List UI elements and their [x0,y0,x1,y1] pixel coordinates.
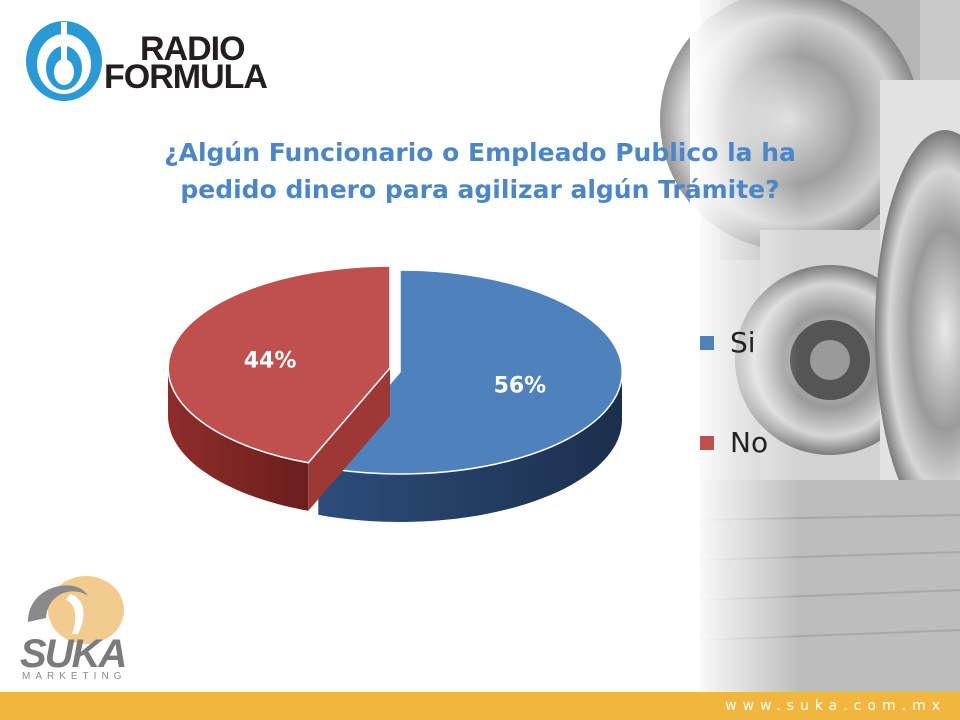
footer-bar: www.suka.com.mx [0,692,960,720]
data-label-no: 44% [244,349,297,374]
legend-swatch-si [700,335,714,350]
pie-slice-no [167,265,391,511]
logo-line2: FORMULA [104,58,268,96]
radio-formula-logo-icon [26,21,102,101]
suka-brand: SUKA [20,632,127,676]
suka-brand-sub: MARKETING [22,671,127,682]
pie-slice-side-si [318,372,622,522]
pie-slice-si [316,269,623,522]
data-label-si: 56% [494,374,547,399]
chart-title: ¿Algún Funcionario o Empleado Publico la… [164,138,796,204]
pie-slice-top-si [316,269,623,475]
legend-label-no: No [730,426,769,459]
footer-url: www.suka.com.mx [725,698,946,714]
legend-swatch-no [700,435,714,450]
pie-slice-top-no [167,265,391,464]
legend-item-si: Si [700,326,756,359]
legend-item-no: No [700,426,768,459]
legend-label-si: Si [730,326,756,359]
logo-line1: RADIO [140,30,246,68]
pie-slice-cut-no [308,368,390,511]
pie-slice-side-no [168,368,309,511]
suka-logo-icon [28,576,124,644]
